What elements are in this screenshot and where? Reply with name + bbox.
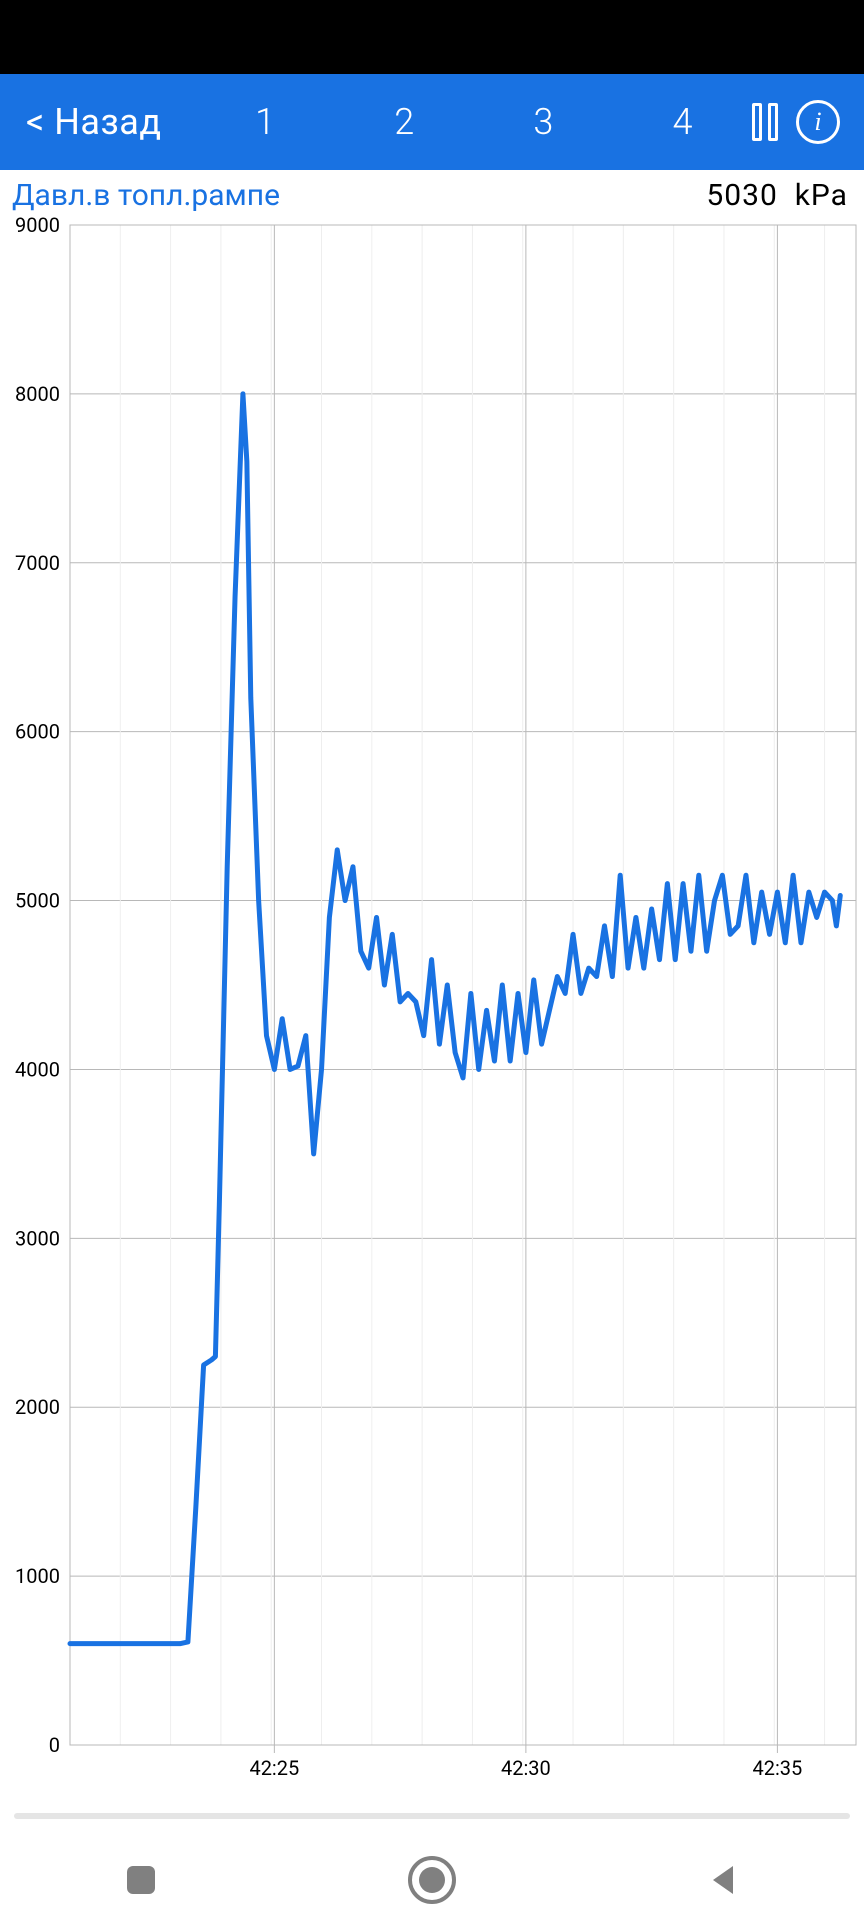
svg-text:1000: 1000: [15, 1564, 60, 1588]
parameter-label: Давл.в топл.рампе: [12, 178, 280, 213]
pause-icon[interactable]: [752, 103, 778, 141]
tab-3[interactable]: 3: [523, 101, 563, 143]
back-button[interactable]: < Назад: [12, 101, 176, 143]
chart-scrollbar[interactable]: [14, 1813, 850, 1819]
chart-area[interactable]: 0 1000 2000 3000 4000 5000 6000 7000 8000 9000 42:…: [0, 217, 864, 1823]
svg-text:2000: 2000: [15, 1395, 60, 1419]
svg-text:6000: 6000: [15, 720, 60, 744]
svg-text:42:25: 42:25: [249, 1756, 299, 1780]
info-icon[interactable]: i: [796, 100, 840, 144]
line-chart: 0 1000 2000 3000 4000 5000 6000 7000 8000 9000 42:…: [0, 217, 864, 1797]
tabs: 1 2 3 4: [176, 101, 752, 143]
svg-text:4000: 4000: [15, 1057, 60, 1081]
nav-recent-icon[interactable]: [123, 1862, 159, 1898]
nav-home-icon[interactable]: [406, 1854, 458, 1906]
tab-4[interactable]: 4: [662, 101, 702, 143]
svg-text:0: 0: [49, 1733, 60, 1757]
status-bar: [0, 0, 864, 74]
nav-back-icon[interactable]: [705, 1862, 741, 1898]
svg-text:9000: 9000: [15, 217, 60, 237]
svg-text:7000: 7000: [15, 551, 60, 575]
svg-text:5000: 5000: [15, 889, 60, 913]
app-bar: < Назад 1 2 3 4 i: [0, 74, 864, 170]
readout-row: Давл.в топл.рампе 5030 kPa: [0, 170, 864, 217]
svg-text:8000: 8000: [15, 382, 60, 406]
system-nav-bar: [0, 1823, 864, 1920]
tab-2[interactable]: 2: [384, 101, 424, 143]
svg-text:42:30: 42:30: [501, 1756, 551, 1780]
svg-text:3000: 3000: [15, 1226, 60, 1250]
tab-1[interactable]: 1: [245, 101, 285, 143]
svg-text:42:35: 42:35: [752, 1756, 802, 1780]
parameter-value: 5030 kPa: [706, 178, 848, 213]
